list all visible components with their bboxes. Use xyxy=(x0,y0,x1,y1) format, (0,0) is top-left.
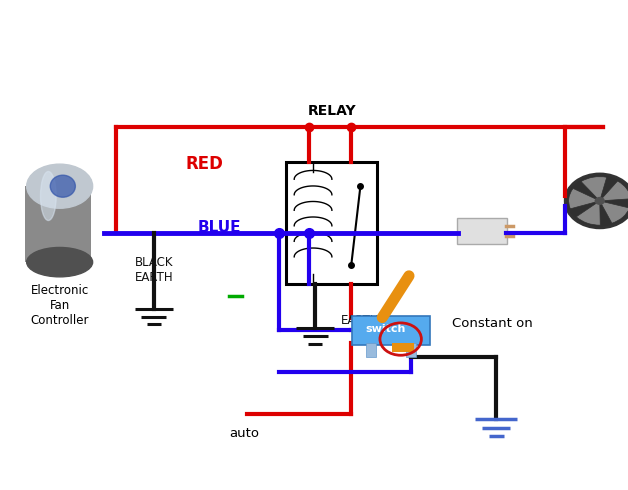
FancyBboxPatch shape xyxy=(406,343,416,357)
FancyBboxPatch shape xyxy=(25,186,91,262)
Wedge shape xyxy=(581,177,607,201)
FancyBboxPatch shape xyxy=(352,316,430,345)
Wedge shape xyxy=(600,201,628,223)
Text: EARTH: EARTH xyxy=(340,314,379,327)
Text: RED: RED xyxy=(185,155,223,173)
Text: auto: auto xyxy=(229,427,259,440)
Ellipse shape xyxy=(26,247,92,277)
Circle shape xyxy=(595,197,605,205)
Ellipse shape xyxy=(40,172,56,220)
Text: Constant on: Constant on xyxy=(452,317,533,330)
Text: RELAY: RELAY xyxy=(307,103,356,118)
Text: BLACK
EARTH: BLACK EARTH xyxy=(134,256,173,284)
Text: switch: switch xyxy=(365,324,405,334)
FancyBboxPatch shape xyxy=(392,343,414,352)
FancyBboxPatch shape xyxy=(457,218,507,244)
Wedge shape xyxy=(577,201,600,225)
Text: BLUE: BLUE xyxy=(198,220,241,235)
Wedge shape xyxy=(600,181,628,201)
FancyBboxPatch shape xyxy=(286,162,377,284)
Text: Electronic
Fan
Controller: Electronic Fan Controller xyxy=(30,284,89,327)
Ellipse shape xyxy=(50,175,75,197)
Wedge shape xyxy=(569,189,600,209)
Circle shape xyxy=(565,174,628,228)
FancyBboxPatch shape xyxy=(365,343,376,357)
Ellipse shape xyxy=(26,164,92,208)
